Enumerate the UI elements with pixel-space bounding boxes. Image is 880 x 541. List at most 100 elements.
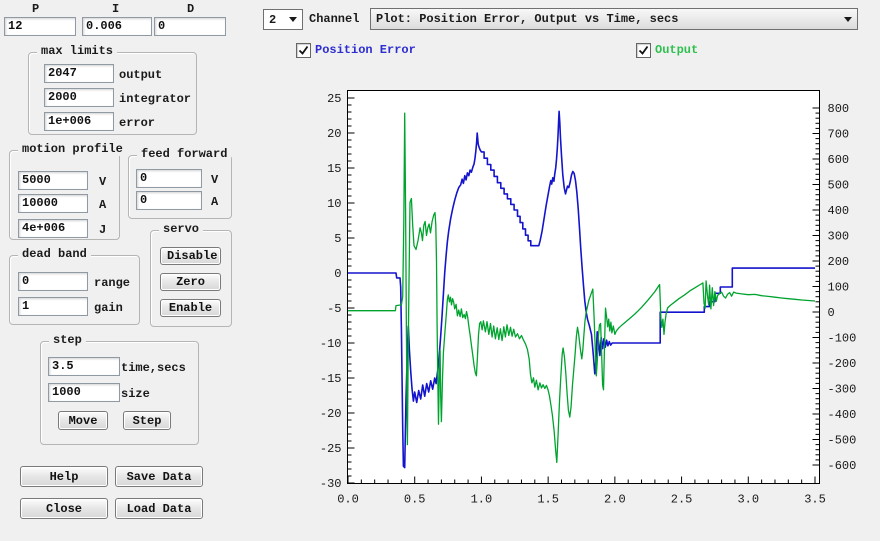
x-tick-label: 2.0 xyxy=(604,493,626,507)
step-time-label: time,secs xyxy=(121,361,186,375)
error-limit-label: error xyxy=(119,116,156,130)
accel-label: A xyxy=(99,198,107,212)
step-title: step xyxy=(49,333,86,347)
left-tick-label: 0 xyxy=(334,267,341,281)
p-gain-field[interactable] xyxy=(4,17,76,36)
position-error-line xyxy=(348,110,815,469)
velocity-field[interactable] xyxy=(18,171,88,190)
channel-select[interactable]: 2 xyxy=(263,9,303,30)
left-tick-label: -30 xyxy=(320,477,342,491)
close-button[interactable]: Close xyxy=(20,498,108,519)
output-checkbox[interactable] xyxy=(636,43,651,58)
step-group: step xyxy=(40,333,199,445)
right-tick-label: 300 xyxy=(828,230,850,244)
x-tick-label: 0.5 xyxy=(404,493,426,507)
disable-button[interactable]: Disable xyxy=(160,247,221,265)
right-tick-label: -400 xyxy=(828,408,857,422)
deadband-gain-label: gain xyxy=(94,301,123,315)
left-tick-label: 5 xyxy=(334,232,341,246)
left-tick-label: -15 xyxy=(320,372,342,386)
integrator-limit-label: integrator xyxy=(119,92,192,106)
step-button[interactable]: Step xyxy=(123,411,171,430)
d-gain-label: D xyxy=(187,2,195,16)
move-button[interactable]: Move xyxy=(58,411,108,430)
channel-label: Channel xyxy=(309,12,360,26)
output-limit-field[interactable] xyxy=(44,64,114,83)
deadband-range-field[interactable] xyxy=(18,272,88,291)
x-tick-label: 3.0 xyxy=(737,493,759,507)
deadband-range-label: range xyxy=(94,276,131,290)
check-icon xyxy=(638,45,649,55)
chevron-down-icon xyxy=(289,17,297,22)
ff-velocity-field[interactable] xyxy=(136,169,202,188)
step-time-field[interactable] xyxy=(48,357,120,376)
max-limits-title: max limits xyxy=(37,44,118,58)
right-tick-label: 700 xyxy=(828,128,850,142)
output-limit-label: output xyxy=(119,68,163,82)
feed-forward-title: feed forward xyxy=(137,147,232,161)
right-tick-label: -600 xyxy=(828,459,857,473)
dead-band-title: dead band xyxy=(18,247,91,261)
d-gain-field[interactable] xyxy=(154,17,226,36)
deadband-gain-field[interactable] xyxy=(18,297,88,316)
right-tick-label: 200 xyxy=(828,255,850,269)
i-gain-label: I xyxy=(112,2,120,16)
motion-profile-title: motion profile xyxy=(18,142,127,156)
motion-profile-group: motion profile xyxy=(9,142,127,240)
x-tick-label: 1.5 xyxy=(537,493,559,507)
jerk-label: J xyxy=(99,223,107,237)
i-gain-field[interactable] xyxy=(82,17,152,36)
step-size-label: size xyxy=(121,387,150,401)
right-tick-label: -100 xyxy=(828,332,857,346)
integrator-limit-field[interactable] xyxy=(44,88,114,107)
feed-forward-group: feed forward xyxy=(128,147,232,219)
right-tick-label: 0 xyxy=(828,306,835,320)
left-tick-label: 15 xyxy=(327,162,341,176)
right-tick-label: 400 xyxy=(828,204,850,218)
right-tick-label: -200 xyxy=(828,357,857,371)
plot-canvas: 0.0 0.5 1.0 1.5 2.0 2.5 3.0 3.5 -30 -25 -20 -15 -10 -… xyxy=(320,90,857,507)
x-tick-label: 1.0 xyxy=(471,493,493,507)
left-tick-label: -20 xyxy=(320,407,342,421)
position-error-checkbox[interactable] xyxy=(296,43,311,58)
plot-select-value: Plot: Position Error, Output vs Time, se… xyxy=(376,12,679,26)
chevron-down-icon xyxy=(844,16,852,22)
left-tick-label: -10 xyxy=(320,337,342,351)
plot-select[interactable]: Plot: Position Error, Output vs Time, se… xyxy=(370,8,858,30)
output-legend-label: Output xyxy=(655,43,699,57)
p-gain-label: P xyxy=(32,2,40,16)
help-button[interactable]: Help xyxy=(20,466,108,487)
servo-title: servo xyxy=(159,222,204,236)
accel-field[interactable] xyxy=(18,194,88,213)
left-tick-label: -5 xyxy=(327,302,341,316)
ff-accel-field[interactable] xyxy=(136,191,202,210)
channel-value: 2 xyxy=(269,12,277,27)
save-data-button[interactable]: Save Data xyxy=(115,466,203,487)
left-tick-label: -25 xyxy=(320,442,342,456)
right-tick-label: 600 xyxy=(828,153,850,167)
x-tick-label: 0.0 xyxy=(337,493,359,507)
ff-accel-label: A xyxy=(211,195,219,209)
zero-button[interactable]: Zero xyxy=(160,273,221,291)
plot-frame xyxy=(347,90,820,484)
output-line xyxy=(348,112,816,464)
left-tick-label: 20 xyxy=(327,127,341,141)
step-size-field[interactable] xyxy=(48,383,120,402)
x-tick-label: 2.5 xyxy=(671,493,693,507)
x-tick-label: 3.5 xyxy=(804,493,826,507)
servo-group: servo xyxy=(150,222,232,327)
left-tick-label: 10 xyxy=(327,197,341,211)
dead-band-group: dead band xyxy=(9,247,140,325)
velocity-label: V xyxy=(99,175,107,189)
check-icon xyxy=(298,45,309,55)
position-error-legend-label: Position Error xyxy=(315,43,416,57)
enable-button[interactable]: Enable xyxy=(160,299,221,317)
right-tick-label: 500 xyxy=(828,179,850,193)
right-tick-label: -500 xyxy=(828,434,857,448)
load-data-button[interactable]: Load Data xyxy=(115,498,203,519)
jerk-field[interactable] xyxy=(18,219,88,238)
ff-velocity-label: V xyxy=(211,173,219,187)
right-tick-label: 100 xyxy=(828,281,850,295)
error-limit-field[interactable] xyxy=(44,112,114,131)
